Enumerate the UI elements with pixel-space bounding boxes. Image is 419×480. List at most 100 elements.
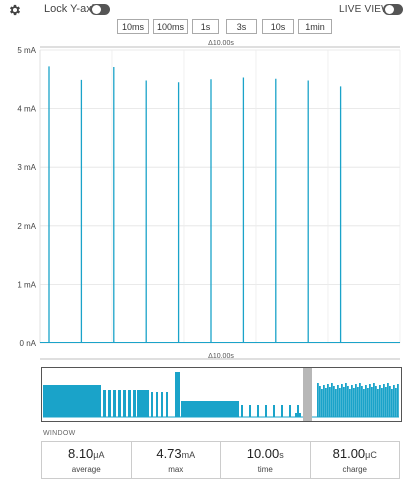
average-value: 8.10 [67, 446, 94, 461]
overview-bar [113, 390, 116, 417]
data-series [40, 66, 400, 343]
stat-time: 10.00s time [220, 442, 310, 478]
overview-bar [347, 386, 349, 417]
overview-bar [331, 383, 333, 417]
current-chart[interactable]: 5 mA 4 mA 3 mA 2 mA 1 mA 0 nA Δ10.00s Δ10.00s [0, 36, 419, 370]
overview-bar [151, 392, 153, 417]
overview-bar [337, 385, 339, 417]
overview-bar [281, 405, 283, 417]
stat-max: 4.73mA max [130, 442, 221, 478]
overview-bar [123, 390, 126, 417]
max-label: max [168, 465, 184, 474]
overview-bar [341, 384, 343, 417]
overview-bar [335, 389, 337, 417]
overview-bar [108, 390, 111, 417]
overview-bar [379, 385, 381, 417]
charge-value: 81.00 [332, 446, 366, 461]
live-view-toggle[interactable] [383, 4, 403, 15]
overview-bar [361, 386, 363, 417]
overview-bar [363, 389, 365, 417]
overview-bar [349, 389, 351, 417]
time-button-1s[interactable]: 1s [192, 19, 219, 34]
y-tick-label: 2 mA [17, 222, 36, 231]
overview-bar [249, 405, 251, 417]
overview-bar [43, 385, 101, 417]
overview-bar [289, 405, 291, 417]
overview-bar [103, 390, 106, 417]
overview-bar [393, 385, 395, 417]
overview-bar [387, 383, 389, 417]
overview-bar [371, 387, 373, 417]
y-tick-label: 4 mA [17, 105, 36, 114]
gear-icon[interactable] [8, 3, 22, 17]
overview-minimap[interactable] [41, 367, 402, 422]
overview-bar [128, 390, 131, 417]
overview-bar [118, 390, 121, 417]
overview-bar [325, 388, 327, 417]
delta-time-label: Δ10.00s [208, 40, 234, 47]
live-view-label: LIVE VIEW [339, 4, 391, 15]
time-unit: s [279, 450, 284, 460]
overview-bar [391, 389, 393, 417]
time-button-10ms[interactable]: 10ms [117, 19, 149, 34]
time-button-3s[interactable]: 3s [226, 19, 257, 34]
lock-y-axis-label: Lock Y-axis [44, 3, 100, 15]
window-stats: 8.10μA average 4.73mA max 10.00s time 81… [41, 441, 400, 479]
overview-bar [351, 385, 353, 417]
overview-bar [385, 387, 387, 417]
overview-bar [343, 387, 345, 417]
overview-bar [166, 392, 168, 417]
overview-bar [397, 384, 399, 417]
stat-charge: 81.00μC charge [309, 442, 400, 478]
toggle-knob [92, 5, 101, 14]
overview-bar [395, 388, 397, 417]
overview-delta-label: Δ10.00s [208, 353, 234, 360]
overview-bar [273, 405, 275, 417]
overview-bar [389, 386, 391, 417]
overview-bar [321, 389, 323, 417]
overview-bar [381, 388, 383, 417]
overview-bar [339, 388, 341, 417]
overview-bar [367, 388, 369, 417]
overview-selection[interactable] [303, 368, 312, 421]
y-tick-label: 1 mA [17, 280, 36, 289]
y-tick-label: 0 nA [20, 339, 37, 348]
y-tick-label: 5 mA [17, 46, 36, 55]
overview-bar [265, 405, 267, 417]
overview-bar [333, 386, 335, 417]
overview-bar [297, 405, 299, 417]
y-axis: 5 mA 4 mA 3 mA 2 mA 1 mA 0 nA [17, 46, 36, 348]
chart-grid [39, 49, 401, 344]
time-button-10s[interactable]: 10s [262, 19, 294, 34]
lock-y-axis-toggle[interactable] [90, 4, 110, 15]
overview-bar [137, 390, 149, 417]
overview-bar [359, 383, 361, 417]
max-value: 4.73 [156, 446, 182, 461]
overview-bar [317, 383, 319, 417]
time-label: time [257, 465, 273, 474]
charge-unit: μC [365, 450, 377, 460]
overview-bar [377, 389, 379, 417]
charge-label: charge [342, 465, 367, 474]
overview-bar [257, 405, 259, 417]
average-unit: μA [93, 450, 105, 460]
y-tick-label: 3 mA [17, 163, 36, 172]
overview-bar [175, 372, 180, 417]
overview-bar [355, 384, 357, 417]
overview-bar [323, 385, 325, 417]
stat-average: 8.10μA average [42, 442, 131, 478]
overview-bar [133, 390, 136, 417]
time-button-100ms[interactable]: 100ms [153, 19, 188, 34]
overview-waveform [43, 372, 399, 418]
time-button-1min[interactable]: 1min [298, 19, 332, 34]
overview-bar [369, 384, 371, 417]
overview-bar [161, 392, 163, 417]
overview-bar [345, 383, 347, 417]
overview-bar [295, 413, 301, 417]
overview-bar [241, 405, 243, 417]
max-unit: mA [181, 450, 196, 460]
overview-bar [383, 384, 385, 417]
overview-bar [365, 385, 367, 417]
overview-bar [373, 383, 375, 417]
window-label: WINDOW [43, 430, 76, 437]
